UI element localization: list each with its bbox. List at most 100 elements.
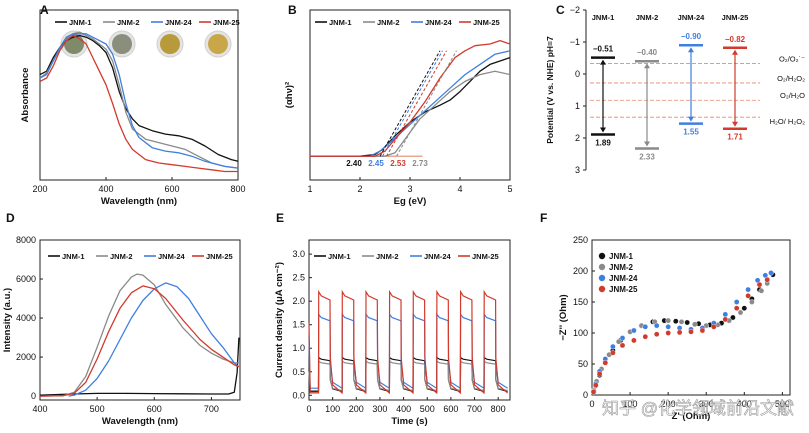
y-tick-label: 2.5 [292, 273, 305, 283]
data-point-jnm-25 [610, 349, 616, 356]
x-tick-label: 500 [420, 404, 435, 414]
y-tick-label: 6000 [16, 274, 36, 284]
series-line-jnm-24 [308, 312, 508, 390]
legend-label-jnm-25: JNM-25 [609, 285, 638, 294]
legend-label-jnm-1: JNM-1 [69, 18, 92, 27]
data-point-jnm-1 [673, 318, 679, 325]
y-tick-label: 2 [575, 133, 580, 143]
axes-frame [591, 239, 791, 396]
legend-label-jnm-1: JNM-1 [329, 18, 352, 27]
arrow-head-up [644, 63, 650, 69]
panel-a: 200 400 600 800 Wavelength (nm) Absorbance A JN… [20, 3, 246, 207]
legend-label-jnm-25: JNM-25 [473, 18, 500, 27]
y-tick-label: 250 [573, 235, 588, 245]
conduction-band-value: −0.82 [725, 35, 746, 44]
axes-frame [309, 9, 511, 181]
x-tick-label: 600 [164, 184, 179, 194]
x-axis-label: Time (s) [391, 416, 427, 427]
redox-level-label: O₂/H₂O [780, 91, 805, 100]
data-point-jnm-2 [615, 338, 622, 345]
data-point-jnm-24 [642, 323, 649, 330]
data-point-jnm-25 [722, 316, 729, 323]
y-tick-label: 1 [575, 101, 580, 111]
panel-b: 1 2 3 4 5 Eg (eV) (αhν)² B 2.40 2.45 2.53 2.73 JNM-1… [284, 3, 513, 207]
legend-label-jnm-2: JNM-2 [377, 18, 400, 27]
series-line-jnm-25 [39, 285, 240, 397]
data-point-jnm-25 [665, 330, 672, 336]
band-gap-label-jnm-24: 2.45 [368, 159, 384, 168]
column-header: JNM-1 [592, 13, 615, 22]
band-gap-label-jnm-25: 2.53 [390, 159, 406, 168]
data-point-jnm-1 [730, 314, 736, 321]
data-point-jnm-2 [678, 318, 685, 325]
y-tick-label: −2 [570, 5, 580, 15]
x-tick-label: 200 [32, 184, 47, 194]
x-tick-label: 100 [623, 399, 638, 409]
legend-label-jnm-25: JNM-25 [213, 18, 240, 27]
axes-frame [39, 239, 241, 401]
x-tick-label: 600 [443, 404, 458, 414]
y-tick-label: 0 [583, 390, 588, 400]
x-tick-label: 3 [407, 184, 412, 194]
y-tick-label: 100 [573, 328, 588, 338]
y-tick-label: 1.5 [292, 320, 305, 330]
y-axis-label: −Z'' (Ohm) [558, 294, 569, 340]
x-axis-label: Wavelength (nm) [101, 196, 177, 207]
data-point-jnm-25 [602, 359, 609, 366]
sample-photo-powder [112, 34, 132, 54]
data-point-jnm-1 [741, 305, 748, 312]
data-point-jnm-25 [596, 371, 603, 377]
column-header: JNM-25 [722, 13, 749, 22]
y-tick-label: 200 [573, 266, 588, 276]
legend-label-jnm-24: JNM-24 [424, 252, 452, 261]
band-gap-label-jnm-1: 2.40 [346, 159, 362, 168]
x-axis-label: Wavelength (nm) [102, 416, 178, 427]
data-point-jnm-24 [619, 335, 626, 341]
y-tick-label: 3 [575, 165, 580, 175]
x-tick-label: 500 [90, 404, 105, 414]
panel-letter: F [540, 211, 547, 225]
data-point-jnm-25 [653, 331, 660, 338]
data-point-jnm-25 [733, 305, 740, 312]
x-tick-label: 100 [325, 404, 340, 414]
legend-label-jnm-24: JNM-24 [158, 252, 186, 261]
sample-photo-powder [208, 34, 228, 54]
conduction-band-value: −0.90 [681, 32, 702, 41]
x-tick-label: 0 [306, 404, 311, 414]
valence-band-value: 1.55 [683, 128, 699, 137]
x-tick-label: 4 [457, 184, 462, 194]
data-point-jnm-1 [684, 319, 691, 326]
tangent-line-jnm-24 [382, 50, 443, 157]
series-line-jnm-2 [310, 70, 511, 157]
legend-label-jnm-24: JNM-24 [609, 274, 638, 283]
legend-label-jnm-2: JNM-2 [110, 252, 133, 261]
tangent-line-jnm-25 [386, 50, 447, 157]
tangent-line-jnm-2 [396, 50, 457, 157]
y-axis-label: Potential (V vs. NHE) pH=7 [545, 36, 555, 144]
valence-band-value: 1.89 [595, 138, 611, 147]
x-tick-label: 400 [98, 184, 113, 194]
data-point-jnm-25 [593, 382, 599, 388]
valence-band-value: 2.33 [639, 153, 655, 162]
data-point-jnm-2 [665, 317, 672, 324]
series-line-jnm-25 [310, 39, 511, 157]
x-axis-label: Eg (eV) [394, 196, 427, 207]
x-tick-label: 500 [775, 399, 790, 409]
x-tick-label: 200 [349, 404, 364, 414]
data-point-jnm-24 [665, 323, 672, 330]
arrow-head-down [732, 121, 738, 127]
x-tick-label: 600 [147, 404, 162, 414]
data-point-jnm-24 [745, 286, 751, 293]
data-point-jnm-24 [768, 270, 774, 276]
data-point-jnm-2 [749, 299, 755, 305]
x-tick-label: 2 [357, 184, 362, 194]
band-gap-label-jnm-2: 2.73 [412, 159, 428, 168]
redox-level-label: O₂/O₂˙⁻ [779, 54, 805, 63]
conduction-band-value: −0.40 [637, 48, 658, 57]
panel-e: 0 100 200 300 400 500 600 700 800 0.0 0.5 1.0 1.5 2.0… [274, 211, 511, 427]
series-line-jnm-25 [308, 289, 508, 395]
arrow-head-up [732, 49, 738, 55]
y-tick-label: 2000 [16, 352, 36, 362]
y-axis-label: Absorbance [20, 68, 31, 123]
